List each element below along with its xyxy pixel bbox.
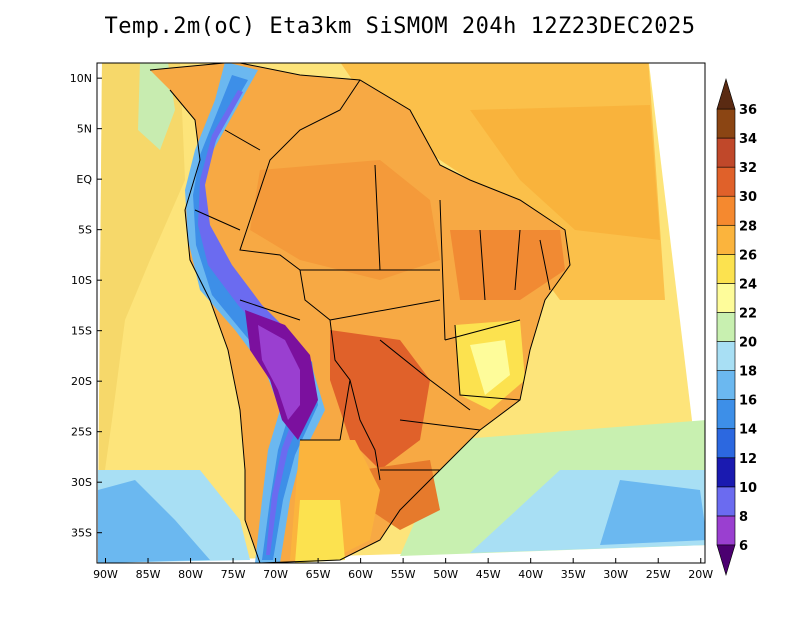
continent-land: [150, 63, 570, 563]
colorbar-label: 16: [739, 394, 757, 409]
political-boundaries: [149, 63, 571, 563]
central-brazil-hot: [330, 330, 430, 470]
northeast-warm: [450, 230, 565, 300]
colorbar-bin: [716, 486, 736, 517]
colorbar-label: 24: [739, 277, 757, 292]
pacific-ocean: [98, 63, 185, 520]
colorbar-label: 22: [739, 306, 757, 321]
colorbar-label: 20: [739, 336, 757, 351]
southeast-highlands-mild: [470, 340, 510, 395]
state-lines-1: [300, 164, 521, 341]
lon-tick-label: 70W: [263, 568, 288, 581]
lat-tick-label: 20S: [71, 375, 92, 388]
lon-tick-label: 65W: [306, 568, 331, 581]
colorbar-bin: [716, 515, 736, 546]
lon-tick-label: 55W: [391, 568, 416, 581]
lon-tick-label: 20W: [688, 568, 713, 581]
lat-tick-label: 25S: [71, 426, 92, 439]
altiplano-inner: [258, 325, 300, 420]
lat-tick-label: 10S: [71, 274, 92, 287]
colorbar-bin: [716, 137, 736, 168]
colorbar-bin: [716, 370, 736, 400]
colorbar-label: 36: [739, 103, 757, 118]
colorbar-label: 14: [739, 423, 757, 438]
colorbar-bin: [716, 399, 736, 430]
lat-tick-label: 5S: [78, 224, 92, 237]
south-pacific-cold: [98, 480, 210, 563]
lon-tick-label: 85W: [136, 568, 161, 581]
colorbar-label: 26: [739, 248, 757, 263]
latitude-axis: 10N 5N EQ 5S 10S 15S 20S 25S 30S 35S: [70, 72, 102, 540]
lon-tick-label: 35W: [561, 568, 586, 581]
lat-tick-label: 35S: [71, 527, 92, 540]
amazon-warm: [250, 160, 440, 280]
lat-tick-label: 15S: [71, 325, 92, 338]
lon-tick-label: 50W: [433, 568, 458, 581]
colorbar-under-arrow: [716, 544, 736, 577]
longitude-axis: 90W 85W 80W 75W 70W 65W 60W 55W 50W 45W 40W 35W 30W 2…: [93, 558, 713, 581]
lon-tick-label: 80W: [178, 568, 203, 581]
tropical-atlantic-band: [470, 105, 660, 240]
colorbar-bin: [716, 224, 736, 255]
state-lines-3: [454, 229, 551, 401]
colorbar-bin: [716, 312, 736, 342]
colorbar-bin: [716, 428, 736, 459]
colorbar-label: 28: [739, 219, 757, 234]
colorbar-bin: [716, 341, 736, 371]
colorbar: 6 8 10 12 14 16 18 20 22 24 26 28 30 32 34 36: [716, 77, 757, 577]
colorbar-bin: [716, 283, 736, 313]
lon-tick-label: 45W: [476, 568, 501, 581]
andean-borders: [194, 129, 351, 441]
colorbar-label: 10: [739, 481, 757, 496]
patagonia-mild: [295, 500, 345, 563]
colorbar-label: 30: [739, 190, 757, 205]
colorbar-bin: [716, 457, 736, 488]
colorbar-bin: [716, 108, 736, 139]
colorbar-label: 8: [739, 510, 748, 525]
colorbar-label: 32: [739, 161, 757, 176]
colorbar-bin: [716, 195, 736, 226]
colorbar-label: 34: [739, 132, 757, 147]
state-lines-2: [329, 299, 481, 471]
lon-tick-label: 40W: [518, 568, 543, 581]
colorbar-bin: [716, 254, 736, 284]
lat-tick-label: 5N: [77, 123, 92, 136]
colorbar-bin: [716, 166, 736, 197]
map-title: Temp.2m(oC) Eta3km SiSMOM 204h 12Z23DEC2…: [104, 14, 696, 39]
temperature-field: [98, 63, 705, 563]
colorbar-label: 6: [739, 539, 748, 554]
lat-tick-label: 10N: [70, 72, 92, 85]
lon-tick-label: 75W: [221, 568, 246, 581]
lon-tick-label: 30W: [603, 568, 628, 581]
plot-frame: [96, 62, 706, 564]
lon-tick-label: 60W: [348, 568, 373, 581]
lat-tick-label: EQ: [76, 173, 92, 186]
lon-tick-label: 90W: [93, 568, 118, 581]
south-atlantic-cold: [600, 480, 705, 545]
colorbar-label: 12: [739, 452, 757, 467]
lon-tick-label: 25W: [646, 568, 671, 581]
lat-tick-label: 30S: [71, 476, 92, 489]
colorbar-label: 18: [739, 365, 757, 380]
colorbar-over-arrow: [716, 77, 736, 110]
